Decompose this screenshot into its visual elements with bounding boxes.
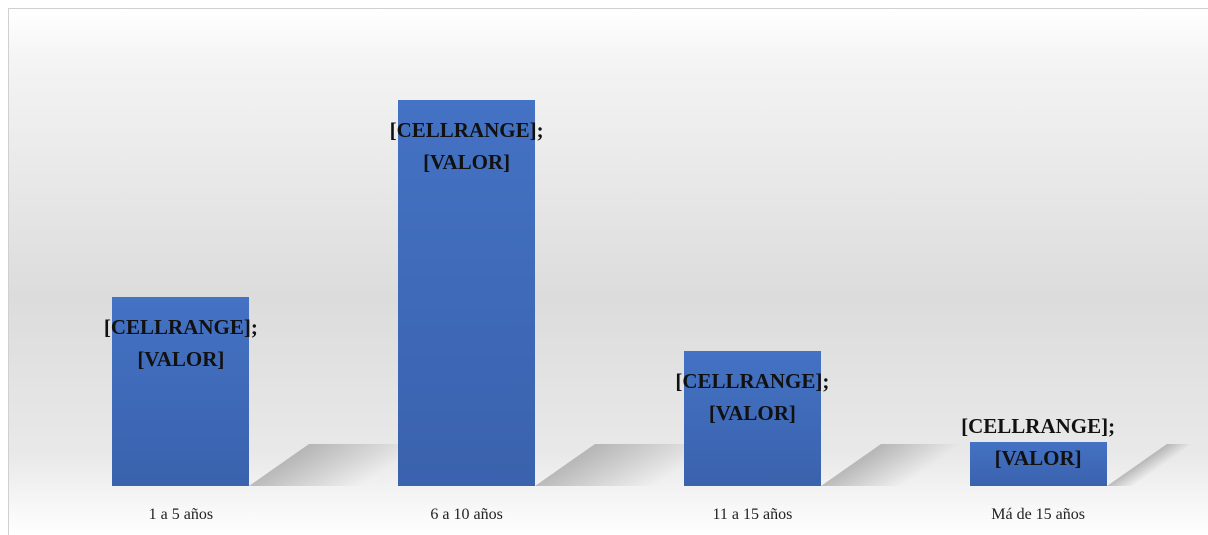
data-label: [CELLRANGE]; [VALOR] (103, 315, 258, 371)
x-tick-label: 11 a 15 años (712, 506, 793, 523)
bar (683, 351, 821, 486)
x-tick-label: 6 a 10 años (430, 506, 503, 523)
x-tick-label: Má de 15 años (991, 506, 1085, 523)
chart: [CELLRANGE]; [VALOR] 1 a 5 años [CELLRANGE… (8, 8, 1208, 535)
data-label: [CELLRANGE]; [VALOR] (961, 414, 1116, 470)
bar-shadow (249, 444, 423, 486)
bar (969, 442, 1107, 486)
bar (398, 100, 536, 486)
data-label: [CELLRANGE]; [VALOR] (389, 118, 544, 174)
x-tick-label: 1 a 5 años (148, 506, 214, 523)
data-label: [CELLRANGE]; [VALOR] (675, 369, 830, 425)
bar (112, 297, 250, 486)
